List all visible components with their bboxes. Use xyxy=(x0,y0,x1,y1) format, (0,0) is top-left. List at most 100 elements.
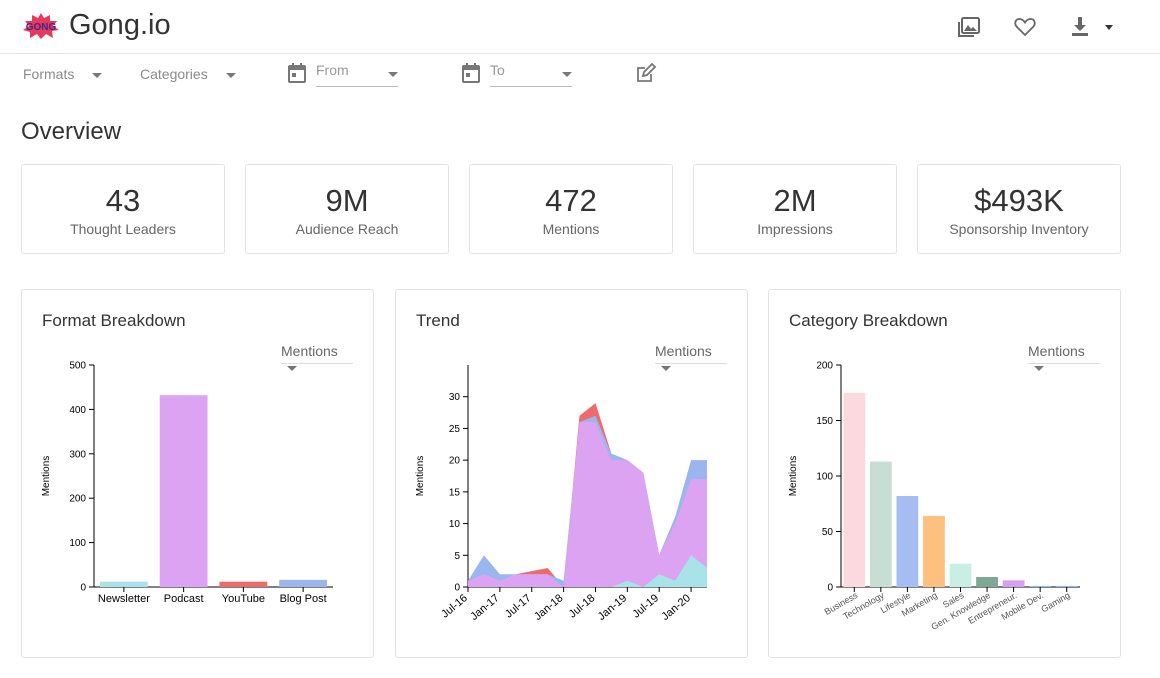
formats-label: Formats xyxy=(23,66,75,82)
format-breakdown-card: Format Breakdown Mentions 0 100 200 300 400 5… xyxy=(21,289,374,658)
metric-label: Mentions xyxy=(655,343,712,359)
x-tick-label: Jan-17 xyxy=(468,592,501,623)
kpi-card-impressions: 2M Impressions xyxy=(693,164,897,254)
y-axis-label: Mentions xyxy=(788,456,799,497)
edit-icon[interactable] xyxy=(635,62,657,84)
kpi-card-sponsorship-inventory: $493K Sponsorship Inventory xyxy=(917,164,1121,254)
heart-icon[interactable] xyxy=(1012,14,1038,40)
x-tick-label: Jul-16 xyxy=(439,592,470,620)
kpi-label: Audience Reach xyxy=(295,221,399,237)
y-tick-label: 5 xyxy=(454,551,460,562)
bar xyxy=(279,579,328,587)
metric-dropdown[interactable]: Mentions xyxy=(281,343,353,371)
y-tick-label: 10 xyxy=(449,519,461,530)
format-breakdown-chart: 0 100 200 300 400 500 Mentions Newsletter Podcas… xyxy=(41,361,333,605)
kpi-card-mentions: 472 Mentions xyxy=(469,164,673,254)
app-title: Gong.io xyxy=(69,9,171,41)
card-title: Trend xyxy=(416,311,460,330)
categories-label: Categories xyxy=(140,66,208,82)
formats-dropdown[interactable]: Formats xyxy=(23,66,103,82)
x-tick-label: YouTube xyxy=(222,593,265,605)
y-tick-label: 0 xyxy=(80,583,86,594)
calendar-icon[interactable] xyxy=(287,62,307,84)
photo-library-icon[interactable] xyxy=(956,14,982,40)
y-tick-label: 100 xyxy=(816,472,833,483)
kpi-value: 43 xyxy=(105,183,141,218)
y-tick-label: 20 xyxy=(449,456,461,467)
x-tick-label: Newsletter xyxy=(98,593,150,605)
bar xyxy=(1029,585,1052,587)
calendar-icon[interactable] xyxy=(461,62,481,84)
card-title: Category Breakdown xyxy=(789,311,948,330)
kpi-value: 9M xyxy=(325,183,369,218)
y-tick-label: 200 xyxy=(69,494,86,505)
kpi-label: Mentions xyxy=(542,221,600,237)
overview-title: Overview xyxy=(21,118,122,145)
bar xyxy=(1055,585,1078,587)
y-axis-label: Mentions xyxy=(41,456,52,497)
download-icon[interactable] xyxy=(1069,14,1119,40)
y-tick-label: 100 xyxy=(69,538,86,549)
y-tick-label: 400 xyxy=(69,405,86,416)
x-tick-label: Blog Post xyxy=(280,593,327,605)
metric-label: Mentions xyxy=(1028,343,1085,359)
x-tick-label: Jan-19 xyxy=(596,592,629,623)
chevron-down-icon xyxy=(225,72,236,78)
x-tick-label: Jul-18 xyxy=(567,592,598,620)
bar xyxy=(99,581,148,587)
kpi-value: $493K xyxy=(974,183,1064,218)
x-tick-label: Jul-17 xyxy=(503,592,534,620)
metric-label: Mentions xyxy=(281,343,338,359)
to-placeholder: To xyxy=(490,62,505,78)
y-tick-label: 50 xyxy=(822,527,834,538)
kpi-label: Sponsorship Inventory xyxy=(949,221,1089,237)
y-tick-label: 25 xyxy=(449,424,461,435)
y-tick-label: 0 xyxy=(827,583,833,594)
y-axis-label: Mentions xyxy=(415,456,426,497)
bar xyxy=(949,563,972,587)
y-tick-label: 300 xyxy=(69,449,86,460)
trend-card: Trend Mentions 0 5 10 15 20 25 30 Mentions Jul-1… xyxy=(395,289,748,658)
chevron-down-icon xyxy=(92,72,103,78)
chevron-down-icon xyxy=(661,365,671,371)
x-tick-label: Jan-18 xyxy=(532,592,565,623)
bar xyxy=(869,461,892,587)
category-breakdown-chart: 050100150200MentionsBusinessTechnologyLi… xyxy=(788,361,1080,632)
chevron-down-icon xyxy=(287,365,297,371)
logo-text: GONG xyxy=(26,22,57,33)
to-date-field[interactable]: To xyxy=(490,62,572,87)
metric-dropdown[interactable]: Mentions xyxy=(655,343,727,371)
x-tick-label: Jul-19 xyxy=(630,592,661,620)
y-tick-label: 150 xyxy=(816,416,833,427)
area-series xyxy=(468,422,707,587)
gong-logo: GONG xyxy=(23,13,59,39)
kpi-label: Thought Leaders xyxy=(70,221,176,237)
from-placeholder: From xyxy=(316,62,349,78)
categories-dropdown[interactable]: Categories xyxy=(140,66,236,82)
y-tick-label: 200 xyxy=(816,361,833,372)
filter-bar: Formats Categories From To xyxy=(0,54,1160,98)
kpi-label: Impressions xyxy=(757,221,833,237)
kpi-card-audience-reach: 9M Audience Reach xyxy=(245,164,449,254)
area-series xyxy=(468,555,707,587)
kpi-value: 472 xyxy=(545,183,597,218)
logo-burst xyxy=(23,13,59,39)
bar xyxy=(976,577,998,587)
y-tick-label: 0 xyxy=(454,583,460,594)
kpi-value: 2M xyxy=(773,183,817,218)
from-date-field[interactable]: From xyxy=(316,62,398,87)
chevron-down-icon xyxy=(388,72,398,77)
y-tick-label: 30 xyxy=(449,392,461,403)
bar xyxy=(896,495,919,587)
bar xyxy=(923,515,945,587)
x-tick-label: Podcast xyxy=(164,593,204,605)
kpi-card-thought-leaders: 43 Thought Leaders xyxy=(21,164,225,254)
y-tick-label: 15 xyxy=(449,487,461,498)
metric-dropdown[interactable]: Mentions xyxy=(1028,343,1100,371)
bar xyxy=(843,392,866,587)
x-tick-label: Gaming xyxy=(1039,590,1071,614)
category-breakdown-card: Category Breakdown Mentions 0 50 100 150 200… xyxy=(768,289,1121,658)
chevron-down-icon xyxy=(1105,25,1113,30)
chevron-down-icon xyxy=(562,72,572,77)
